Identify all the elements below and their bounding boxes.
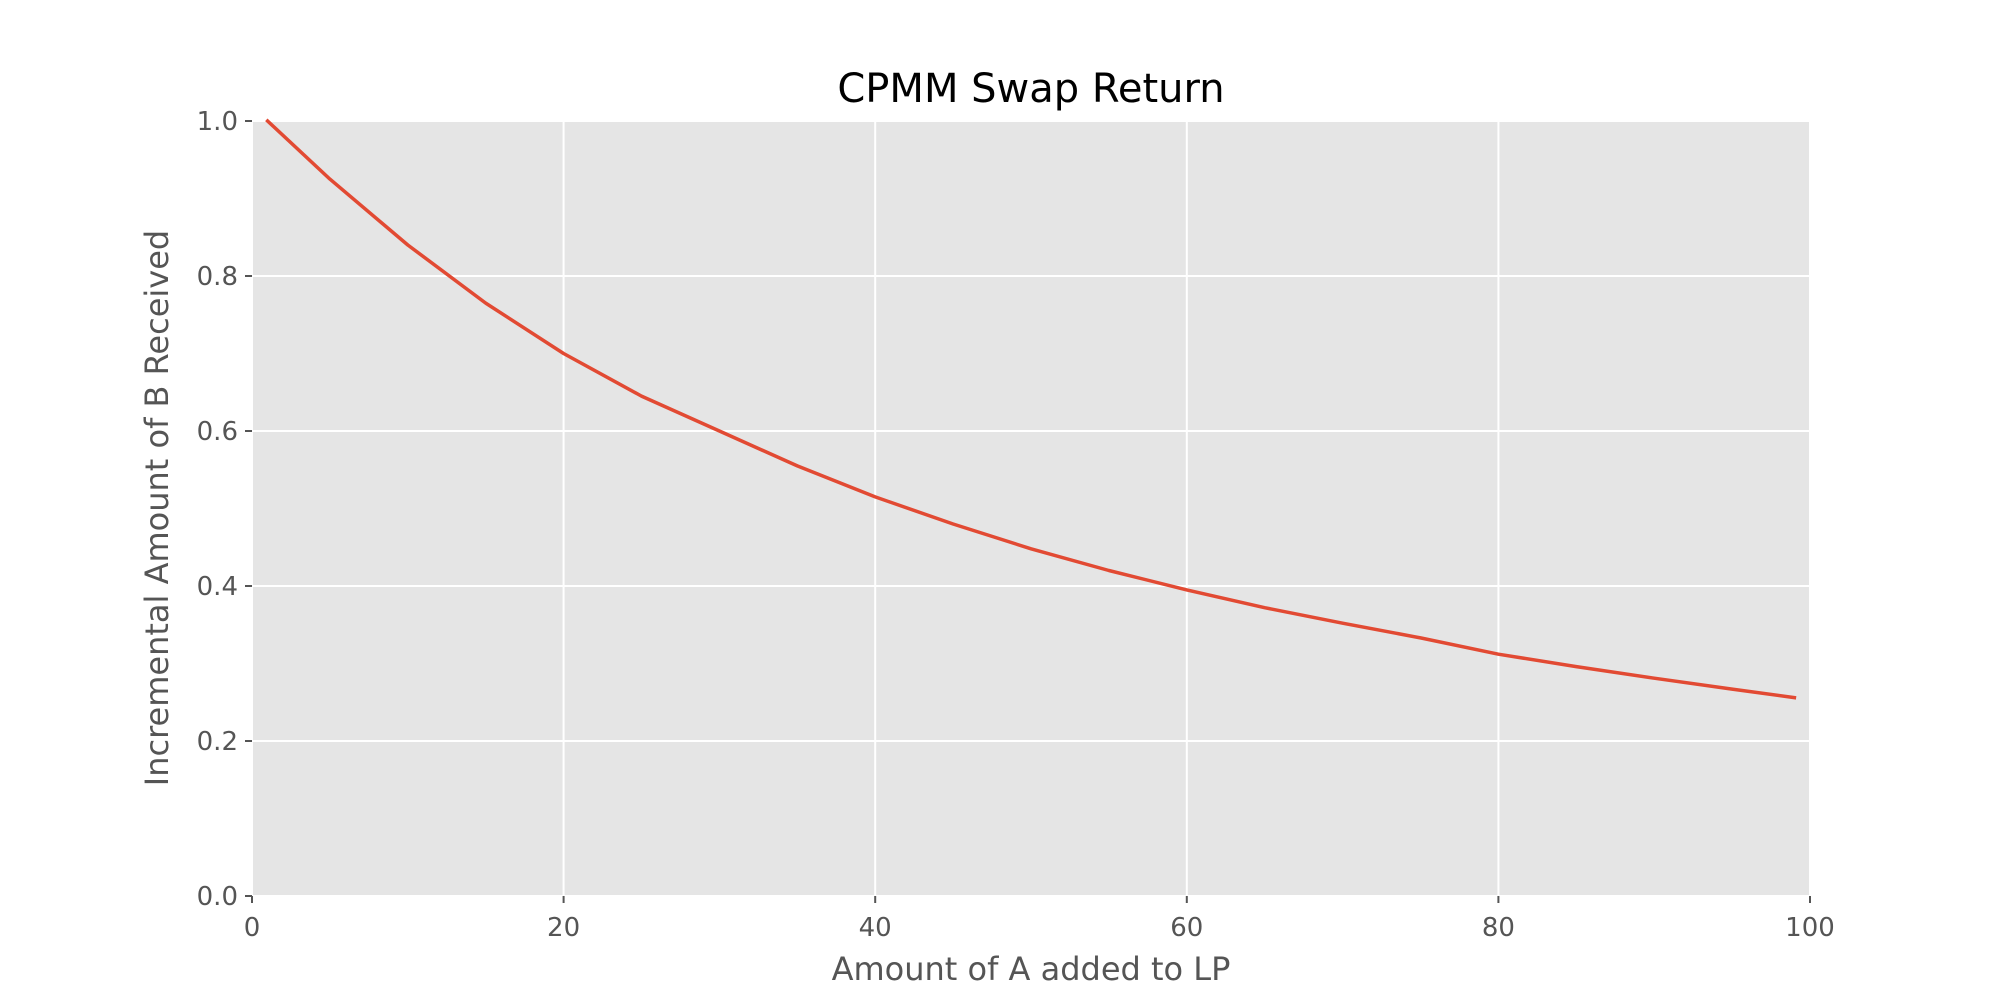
series-layer bbox=[265, 118, 1797, 700]
y-tick-label: 0.2 bbox=[197, 727, 238, 757]
y-tick-label: 0.6 bbox=[197, 417, 238, 447]
x-tick-label: 0 bbox=[244, 913, 261, 943]
axis-layer: 0 20 40 60 80 100 0.0 0.2 0.4 0.6 0.8 1.0 bbox=[197, 107, 1835, 943]
y-tick-label: 0.4 bbox=[197, 572, 238, 602]
series-line-0 bbox=[265, 118, 1797, 700]
chart-title: CPMM Swap Return bbox=[837, 66, 1224, 112]
grid-lines bbox=[251, 120, 1811, 897]
x-tick-label: 40 bbox=[859, 913, 892, 943]
y-axis-title: Incremental Amount of B Received bbox=[138, 230, 176, 786]
y-tick-label: 0.0 bbox=[197, 882, 238, 912]
y-tick-label: 0.8 bbox=[197, 262, 238, 292]
x-tick-label: 60 bbox=[1170, 913, 1203, 943]
x-tick-label: 100 bbox=[1785, 913, 1835, 943]
x-tick-label: 80 bbox=[1482, 913, 1515, 943]
x-tick-label: 20 bbox=[547, 913, 580, 943]
x-axis-title: Amount of A added to LP bbox=[832, 950, 1231, 988]
plot-background bbox=[252, 121, 1810, 896]
y-tick-label: 1.0 bbox=[197, 107, 238, 137]
